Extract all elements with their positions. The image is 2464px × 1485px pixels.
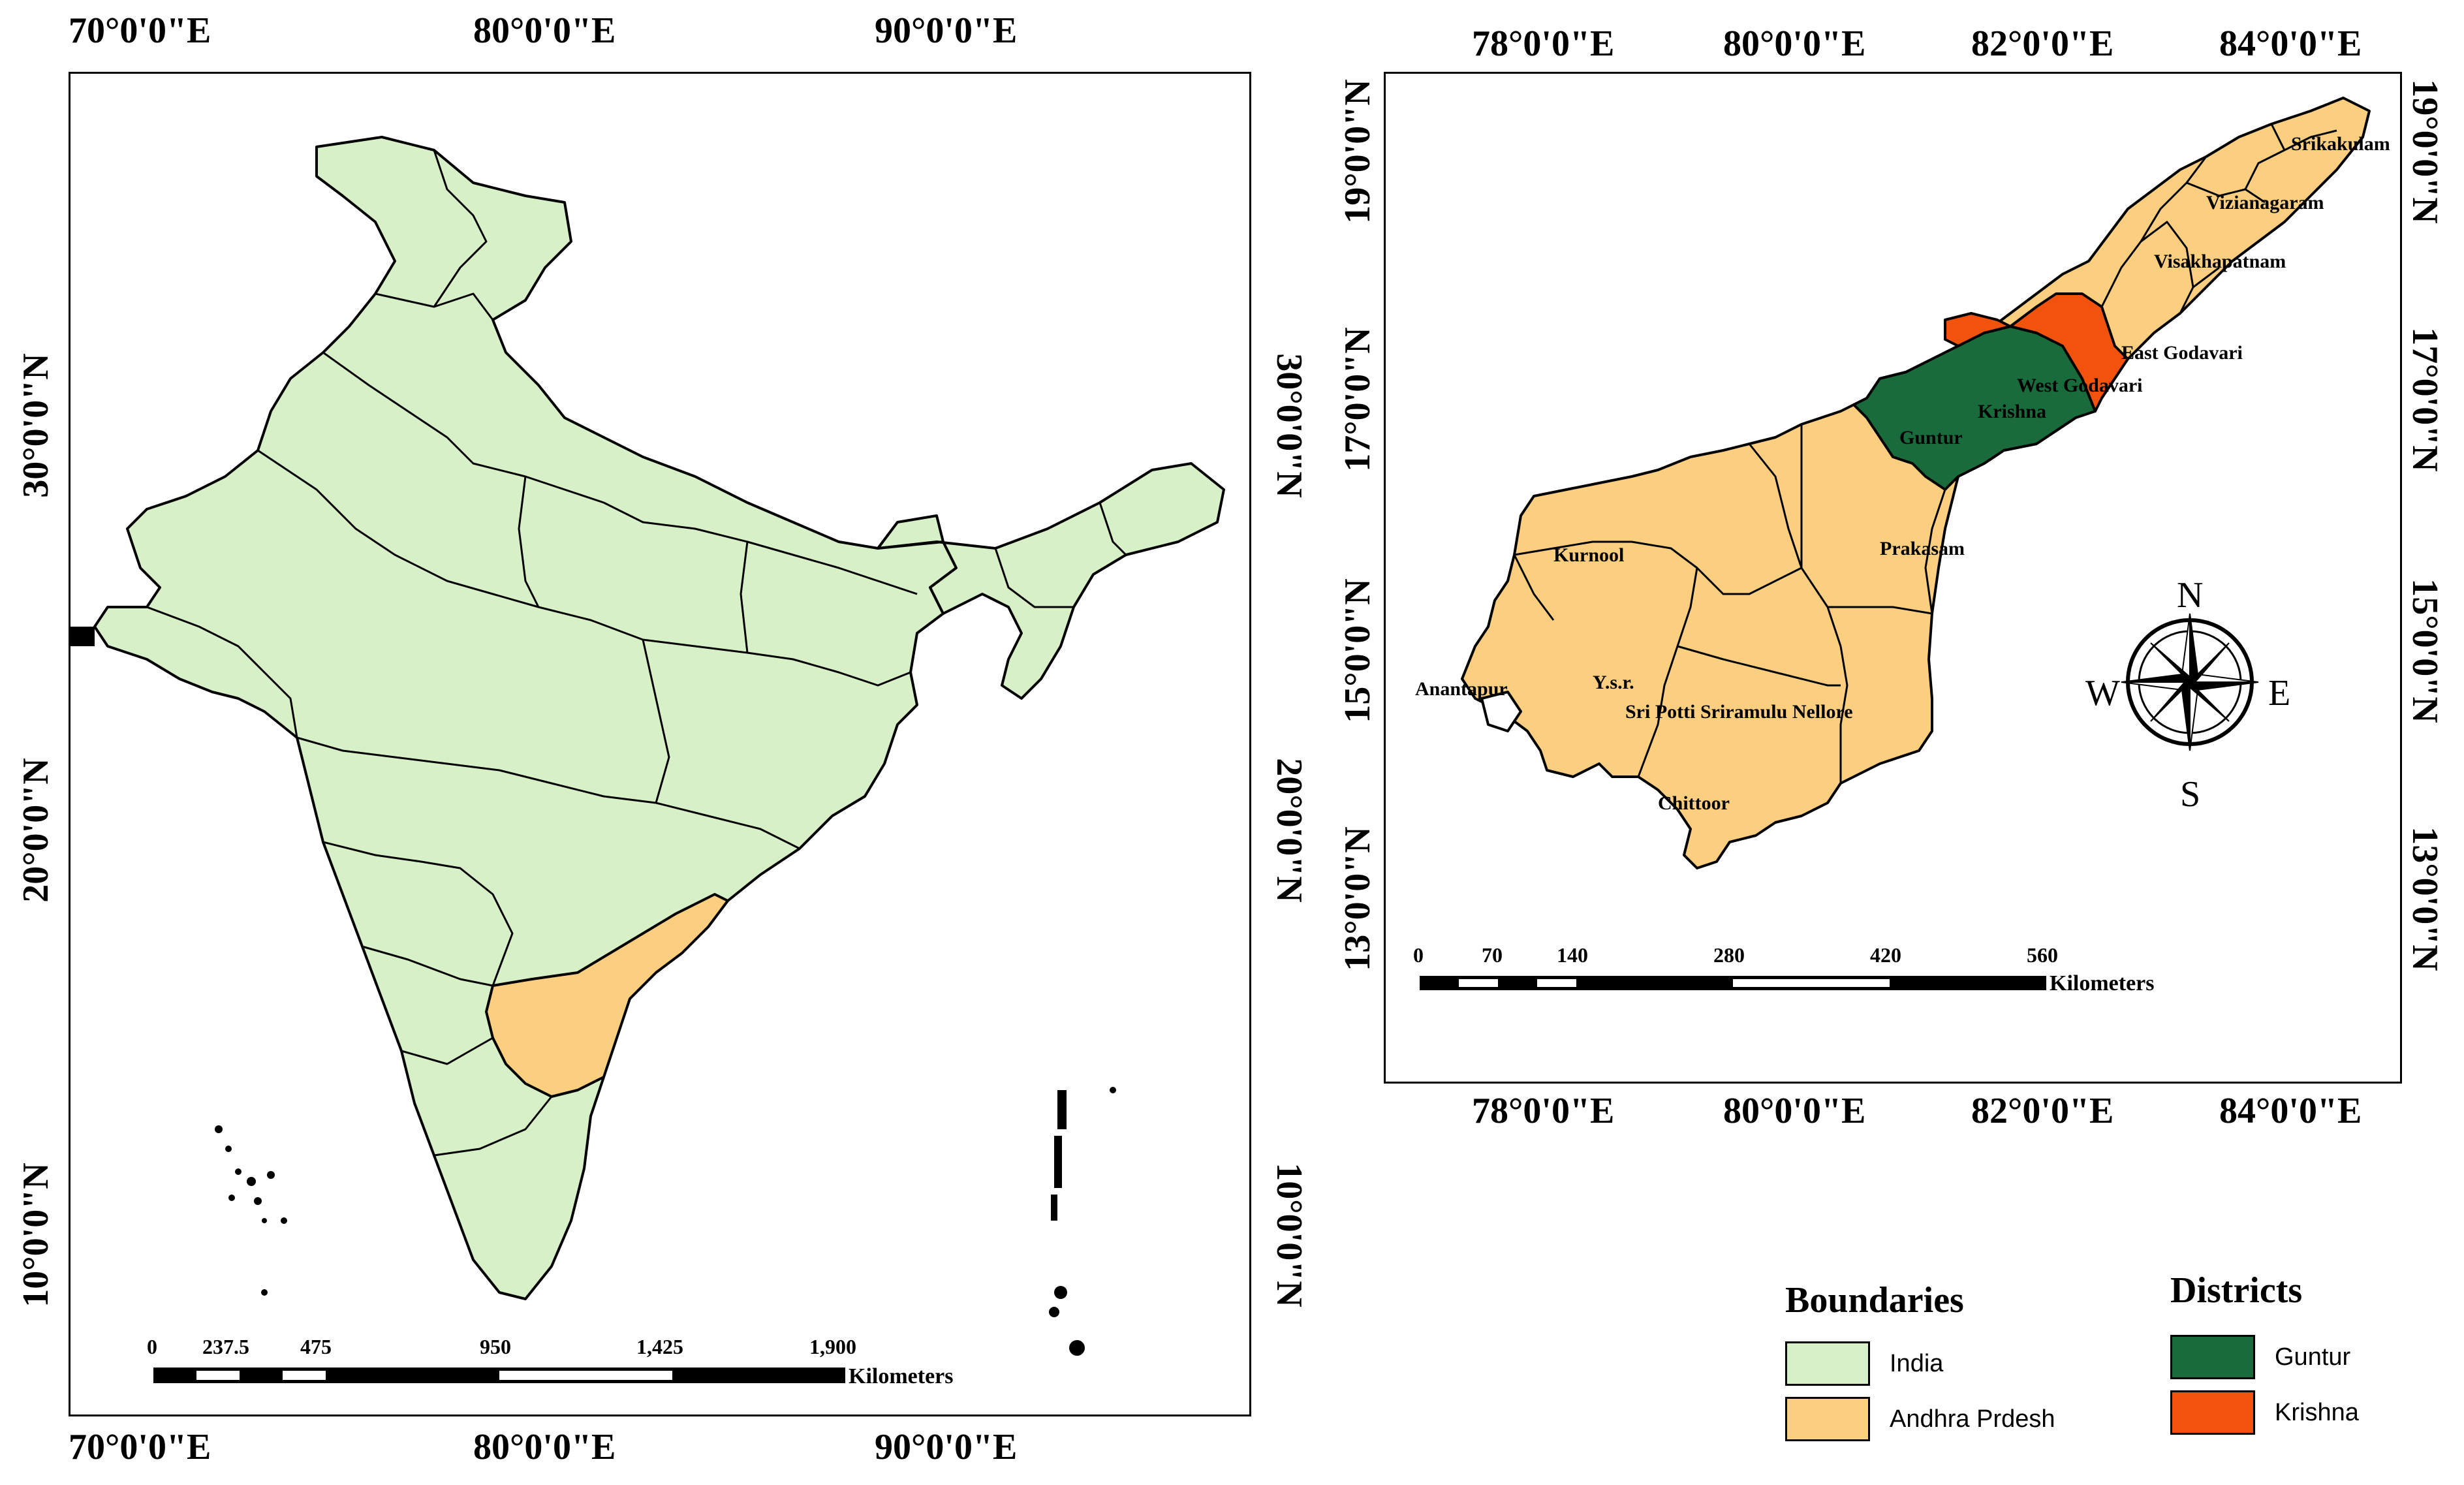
- legend-item-andhra: Andhra Prdesh: [1785, 1397, 2055, 1441]
- andhra-top-lon-label: 78°0'0"E: [1472, 23, 1615, 64]
- india-outline: [93, 136, 958, 1300]
- india-left-lat-label: 10°0'0"N: [16, 1163, 56, 1307]
- compass-w-label: W: [2085, 673, 2120, 713]
- andhra-scale-unit: Kilometers: [2050, 971, 2155, 995]
- india-scale-tick: 950: [480, 1335, 511, 1358]
- andhra-scale-tick: 70: [1482, 943, 1503, 967]
- district-label-west-godavari: West Godavari: [2017, 375, 2143, 396]
- legend-label-andhra: Andhra Prdesh: [1890, 1405, 2055, 1433]
- compass-rose-icon: [2121, 613, 2259, 751]
- india-scale-tick: 0: [147, 1335, 157, 1358]
- india-right-lat-label: 30°0'0"N: [1269, 353, 1309, 498]
- india-right-lat-label: 10°0'0"N: [1269, 1163, 1309, 1307]
- district-label-kurnool: Kurnool: [1553, 544, 1624, 566]
- andhra-left-lat-label: 13°0'0"N: [1337, 826, 1378, 971]
- andhra-left-lat-label: 19°0'0"N: [1337, 79, 1378, 224]
- andhra-scale-tick: 0: [1413, 943, 1424, 967]
- legend-swatch-guntur: [2170, 1335, 2255, 1379]
- andhra-left-lat-label: 17°0'0"N: [1337, 327, 1378, 472]
- andhra-bottom-lon-label: 78°0'0"E: [1472, 1091, 1615, 1131]
- district-label-vizianagaram: Vizianagaram: [2206, 192, 2324, 213]
- compass-e-label: E: [2268, 673, 2291, 713]
- india-top-lon-label: 80°0'0"E: [473, 10, 616, 51]
- district-label-nellore: Sri Potti Sriramulu Nellore: [1625, 701, 1853, 723]
- andhra-bottom-lon-label: 82°0'0"E: [1971, 1091, 2114, 1131]
- district-label-guntur: Guntur: [1899, 427, 1963, 448]
- legend-item-guntur: Guntur: [2170, 1335, 2350, 1379]
- district-label-srikakulam: Srikakulam: [2291, 133, 2390, 155]
- india-left-lat-label: 20°0'0"N: [16, 758, 56, 903]
- india-scale-tick: 1,900: [809, 1335, 856, 1358]
- legend-boundaries-title: Boundaries: [1785, 1280, 1964, 1321]
- india-right-lat-label: 20°0'0"N: [1269, 758, 1309, 903]
- district-label-visakhapatnam: Visakhapatnam: [2154, 251, 2286, 272]
- india-bottom-lon-label: 80°0'0"E: [473, 1427, 616, 1467]
- andhra-scale-bar: [1420, 976, 2046, 990]
- district-label-krishna: Krishna: [1978, 401, 2046, 422]
- legend-swatch-krishna: [2170, 1390, 2255, 1435]
- india-top-lon-label: 70°0'0"E: [69, 10, 211, 51]
- legend-districts-title: Districts: [2170, 1270, 2303, 1311]
- andhra-right-lat-label: 15°0'0"N: [2405, 578, 2445, 723]
- krishna-district: [1944, 292, 2129, 413]
- legend-item-india: India: [1785, 1341, 1943, 1386]
- andhra-right-lat-label: 13°0'0"N: [2405, 826, 2445, 971]
- andhra-scale-tick: 560: [2027, 943, 2058, 967]
- andhra-right-lat-label: 19°0'0"N: [2405, 79, 2445, 224]
- andhra-bottom-lon-label: 84°0'0"E: [2219, 1091, 2362, 1131]
- legend-label-india: India: [1890, 1349, 1944, 1377]
- andhra-scale-tick: 420: [1870, 943, 1901, 967]
- andhra-left-lat-label: 15°0'0"N: [1337, 578, 1378, 723]
- andhra-right-lat-label: 17°0'0"N: [2405, 327, 2445, 472]
- legend-swatch-andhra: [1785, 1397, 1870, 1441]
- legend-swatch-india: [1785, 1341, 1870, 1386]
- india-scale-tick: 475: [300, 1335, 332, 1358]
- andhra-top-lon-label: 84°0'0"E: [2219, 23, 2362, 64]
- andhra-pradesh-map: Srikakulam Vizianagaram Visakhapatnam Ea…: [1415, 97, 2390, 869]
- india-bottom-lon-label: 70°0'0"E: [69, 1427, 211, 1467]
- india-bottom-lon-label: 90°0'0"E: [875, 1427, 1018, 1467]
- legend-item-krishna: Krishna: [2170, 1390, 2359, 1435]
- india-scale-bar: [153, 1368, 845, 1383]
- india-scale-unit: Kilometers: [849, 1364, 954, 1388]
- compass-s-label: S: [2180, 774, 2201, 815]
- india-scale-tick: 1,425: [636, 1335, 683, 1358]
- india-map: [69, 136, 1225, 1356]
- district-label-anantapur: Anantapur: [1415, 678, 1508, 700]
- northeast-outline: [877, 462, 1225, 700]
- india-left-lat-label: 30°0'0"N: [16, 353, 56, 498]
- india-scale-tick: 237.5: [202, 1335, 249, 1358]
- andhra-top-lon-label: 82°0'0"E: [1971, 23, 2114, 64]
- legend-label-krishna: Krishna: [2275, 1398, 2359, 1426]
- compass-n-label: N: [2177, 575, 2204, 616]
- district-label-ysr: Y.s.r.: [1593, 672, 1634, 693]
- andhra-top-lon-label: 80°0'0"E: [1723, 23, 1866, 64]
- india-top-lon-label: 90°0'0"E: [875, 10, 1018, 51]
- district-label-east-godavari: East Godavari: [2121, 342, 2243, 364]
- andhra-scale-tick: 280: [1713, 943, 1745, 967]
- andhra-pradesh-region: [485, 893, 729, 1098]
- district-label-chittoor: Chittoor: [1658, 792, 1730, 814]
- district-label-prakasam: Prakasam: [1880, 538, 1965, 559]
- andhra-scale-tick: 140: [1557, 943, 1588, 967]
- andhra-bottom-lon-label: 80°0'0"E: [1723, 1091, 1866, 1131]
- legend-label-guntur: Guntur: [2275, 1343, 2351, 1371]
